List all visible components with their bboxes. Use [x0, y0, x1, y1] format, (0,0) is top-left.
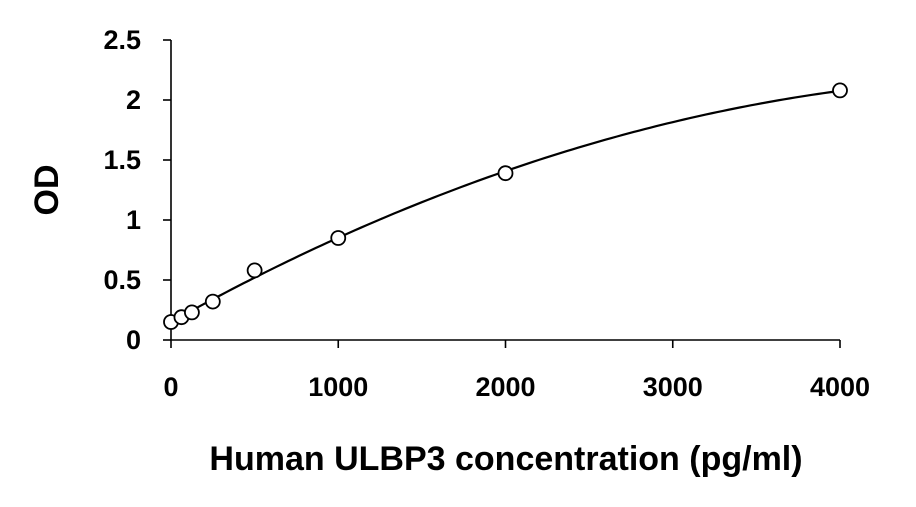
x-tick-label: 4000 — [810, 372, 870, 402]
data-points — [163, 82, 848, 330]
data-point — [330, 230, 347, 246]
data-point — [246, 262, 263, 279]
data-point — [832, 82, 848, 99]
y-tick-label: 2 — [126, 85, 141, 115]
data-point — [497, 165, 514, 182]
data-point — [204, 293, 221, 310]
y-axis-title: OD — [28, 165, 66, 216]
y-tick-label: 1.5 — [103, 145, 141, 175]
y-tick-label: 0.5 — [103, 265, 141, 295]
ticks: 0 0.5 1 1.5 2 2.5 0 1000 2000 3000 4000 — [103, 25, 870, 402]
x-tick-label: 3000 — [643, 372, 703, 402]
fit-curve — [170, 89, 841, 323]
x-tick-label: 0 — [163, 372, 178, 402]
axes — [170, 40, 840, 341]
y-tick-label: 1 — [126, 205, 141, 235]
data-point — [184, 304, 200, 321]
x-tick-label: 1000 — [308, 372, 368, 402]
x-tick-label: 2000 — [475, 372, 535, 402]
y-tick-label: 0 — [126, 325, 141, 355]
x-axis-title: Human ULBP3 concentration (pg/ml) — [209, 440, 802, 478]
y-tick-label: 2.5 — [103, 25, 141, 55]
